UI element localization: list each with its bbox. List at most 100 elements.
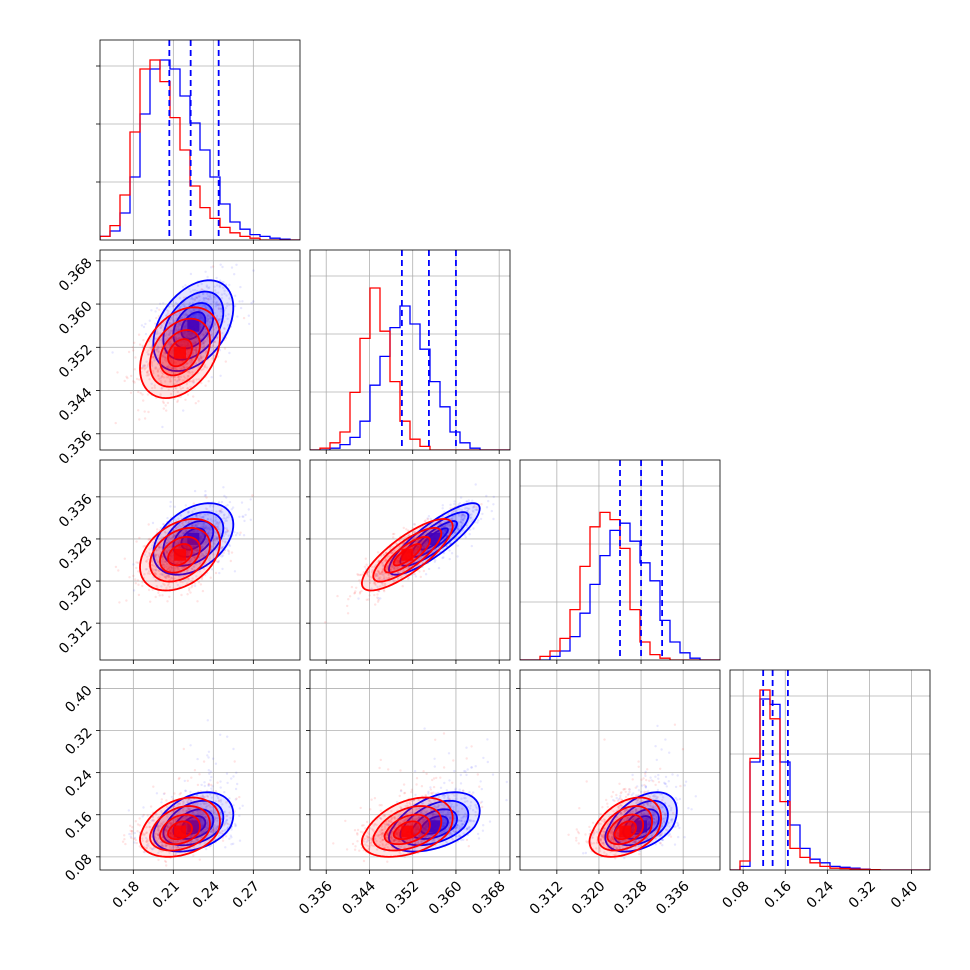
scatter-point — [449, 523, 452, 527]
scatter-point — [182, 339, 185, 343]
scatter-point — [145, 370, 149, 374]
scatter-point — [401, 560, 404, 563]
scatter-point — [453, 515, 456, 518]
scatter-point — [461, 512, 464, 515]
scatter-point — [218, 317, 221, 321]
scatter-point — [143, 368, 146, 371]
scatter-point — [168, 568, 172, 572]
scatter-point — [197, 400, 200, 403]
scatter-point — [187, 351, 190, 354]
scatter-point — [393, 567, 396, 571]
scatter-point — [213, 295, 216, 298]
scatter-point — [391, 532, 395, 536]
scatter-point — [223, 327, 226, 331]
scatter-point — [191, 530, 194, 533]
scatter-point — [177, 327, 181, 331]
scatter-point — [184, 398, 187, 401]
scatter-point — [229, 816, 232, 820]
scatter-point — [125, 375, 128, 378]
scatter-point — [380, 572, 384, 575]
scatter-point — [191, 298, 195, 301]
scatter-point — [141, 344, 144, 348]
scatter-point — [214, 323, 217, 326]
scatter-point — [393, 566, 396, 569]
scatter-point — [186, 816, 189, 819]
scatter-point — [250, 302, 253, 305]
scatter-point — [169, 566, 172, 569]
scatter-point — [395, 568, 398, 571]
scatter-point — [382, 577, 386, 581]
scatter-point — [475, 506, 478, 509]
scatter-point — [459, 496, 463, 499]
scatter-point — [184, 540, 187, 544]
scatter-point — [208, 813, 211, 817]
scatter-point — [178, 524, 181, 527]
scatter-point — [227, 324, 230, 327]
scatter-point — [147, 349, 150, 352]
scatter-point — [224, 531, 227, 534]
scatter-point — [186, 362, 190, 365]
scatter-point — [209, 503, 212, 506]
scatter-point — [357, 573, 360, 577]
scatter-point — [173, 397, 176, 400]
scatter-point — [200, 523, 203, 526]
scatter-point — [221, 567, 224, 571]
scatter-point — [148, 553, 151, 556]
scatter-point — [206, 518, 209, 521]
scatter-point — [192, 343, 195, 346]
scatter-point — [176, 399, 180, 402]
scatter-point — [424, 542, 427, 545]
scatter-point — [187, 511, 190, 514]
scatter-point — [449, 503, 452, 506]
scatter-point — [160, 387, 164, 390]
scatter-point — [199, 540, 202, 543]
scatter-point — [198, 358, 201, 361]
scatter-point — [172, 560, 175, 564]
scatter-point — [199, 328, 202, 331]
y-tick-label: 0.320 — [56, 575, 96, 615]
scatter-point — [171, 349, 174, 352]
scatter-point — [379, 572, 383, 575]
scatter-point — [158, 545, 161, 549]
scatter-point — [379, 585, 382, 588]
scatter-point — [219, 279, 222, 282]
scatter-point — [211, 757, 215, 760]
scatter-point — [450, 552, 454, 555]
scatter-point — [492, 503, 495, 506]
scatter-point — [218, 318, 221, 322]
scatter-point — [200, 317, 203, 320]
scatter-point — [145, 360, 148, 363]
scatter-point — [179, 560, 182, 563]
scatter-point — [202, 567, 206, 571]
scatter-point — [374, 574, 377, 577]
scatter-point — [172, 809, 176, 813]
scatter-point — [176, 540, 179, 543]
scatter-point — [182, 539, 186, 543]
scatter-point — [165, 409, 168, 412]
scatter-point — [204, 363, 207, 367]
scatter-point — [146, 371, 149, 374]
scatter-point — [219, 800, 222, 803]
scatter-point — [191, 301, 195, 304]
scatter-point — [152, 819, 155, 822]
scatter-point — [203, 527, 207, 530]
scatter-point — [172, 577, 175, 580]
scatter-point — [230, 551, 234, 554]
scatter-point — [189, 272, 193, 276]
scatter-point — [160, 536, 163, 539]
scatter-point — [224, 314, 227, 317]
scatter-point — [167, 565, 170, 569]
scatter-point — [234, 798, 237, 801]
scatter-point — [158, 825, 162, 828]
scatter-point — [132, 589, 136, 592]
scatter-point — [169, 331, 172, 334]
scatter-point — [228, 544, 232, 547]
scatter-point — [376, 551, 380, 554]
scatter-point — [165, 308, 168, 312]
scatter-point — [166, 551, 169, 555]
scatter-point — [158, 545, 161, 548]
scatter-point — [382, 572, 386, 576]
scatter-point — [194, 341, 197, 344]
scatter-point — [156, 348, 159, 351]
scatter-point — [178, 306, 181, 309]
